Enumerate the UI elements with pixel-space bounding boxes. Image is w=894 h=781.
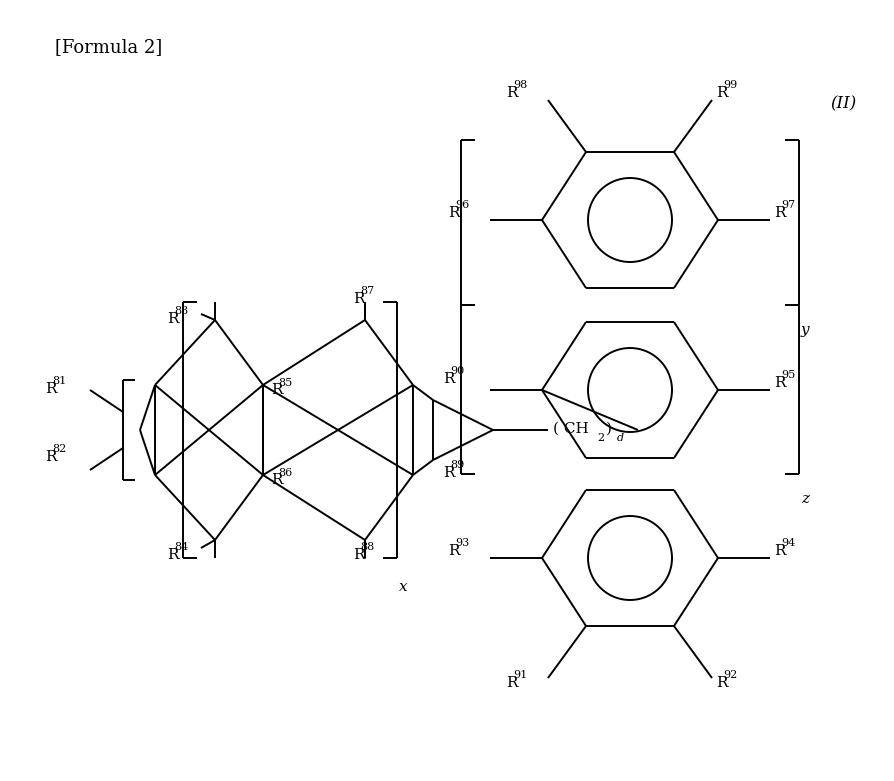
Text: d: d <box>617 433 624 443</box>
Text: x: x <box>399 580 408 594</box>
Text: 98: 98 <box>513 80 527 91</box>
Text: 84: 84 <box>173 543 188 552</box>
Text: R: R <box>716 676 728 690</box>
Text: 81: 81 <box>52 376 66 387</box>
Text: ): ) <box>606 422 612 436</box>
Text: 93: 93 <box>455 539 469 548</box>
Text: R: R <box>271 383 283 397</box>
Text: 91: 91 <box>513 671 527 680</box>
Text: z: z <box>801 492 809 506</box>
Text: R: R <box>506 86 518 100</box>
Text: R: R <box>353 548 365 562</box>
Text: [Formula 2]: [Formula 2] <box>55 38 162 56</box>
Text: 2: 2 <box>597 433 604 443</box>
Text: 96: 96 <box>455 201 469 211</box>
Text: R: R <box>45 450 56 464</box>
Text: R: R <box>506 676 518 690</box>
Text: 95: 95 <box>780 370 795 380</box>
Text: R: R <box>448 206 460 220</box>
Text: 92: 92 <box>723 671 737 680</box>
Text: 85: 85 <box>278 377 292 387</box>
Text: R: R <box>774 544 786 558</box>
Text: 89: 89 <box>450 461 464 470</box>
Text: 97: 97 <box>780 201 795 211</box>
Text: R: R <box>167 548 179 562</box>
Text: R: R <box>443 466 454 480</box>
Text: 82: 82 <box>52 444 66 455</box>
Text: 99: 99 <box>723 80 737 91</box>
Text: y: y <box>801 323 810 337</box>
Text: 88: 88 <box>359 543 374 552</box>
Text: R: R <box>774 376 786 390</box>
Text: 87: 87 <box>359 287 374 297</box>
Text: R: R <box>716 86 728 100</box>
Text: ( CH: ( CH <box>553 422 589 436</box>
Text: 83: 83 <box>173 306 188 316</box>
Text: R: R <box>353 292 365 306</box>
Text: R: R <box>45 382 56 396</box>
Text: 90: 90 <box>450 366 464 376</box>
Text: R: R <box>167 312 179 326</box>
Text: R: R <box>271 473 283 487</box>
Text: 86: 86 <box>278 468 292 477</box>
Text: 94: 94 <box>780 539 795 548</box>
Text: R: R <box>448 544 460 558</box>
Text: R: R <box>443 372 454 386</box>
Text: (II): (II) <box>830 95 856 112</box>
Text: R: R <box>774 206 786 220</box>
